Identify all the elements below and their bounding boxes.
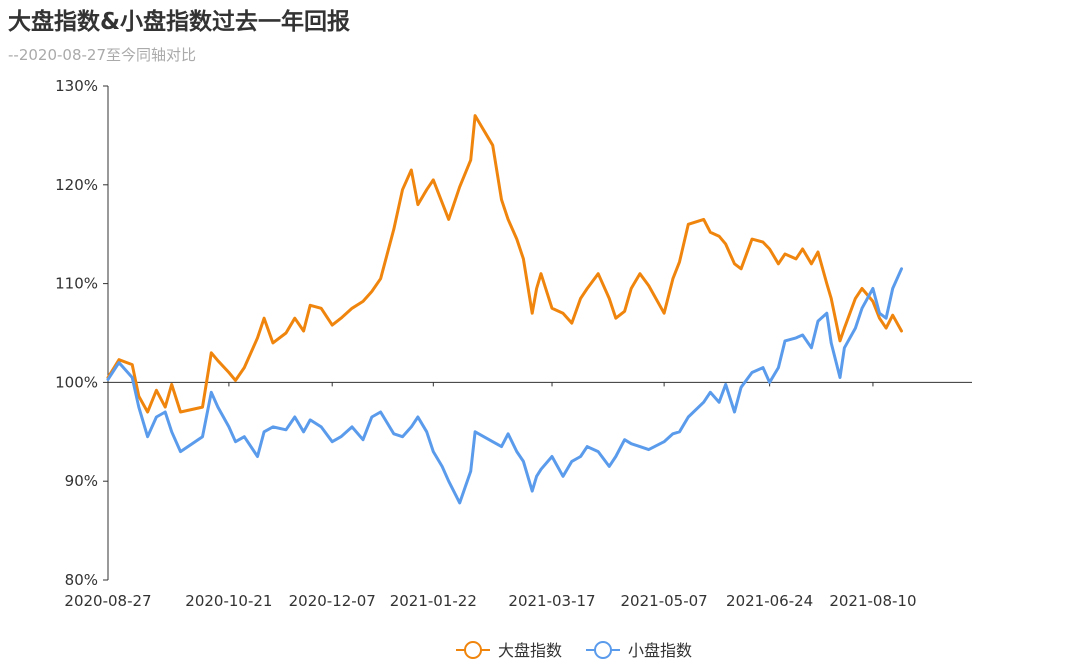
series-line-2 [106,267,903,505]
y-tick-label: 130% [55,77,98,95]
series-line-1 [106,114,903,414]
legend-label: 大盘指数 [498,641,562,660]
y-tick-label: 100% [55,373,98,391]
y-tick-label: 90% [65,472,98,490]
x-tick-label: 2021-06-24 [726,592,813,610]
x-tick-label: 2021-05-07 [621,592,708,610]
chart-subtitle: --2020-08-27至今同轴对比 [8,46,196,64]
x-tick-label: 2020-10-21 [185,592,272,610]
x-tick-label: 2021-08-10 [829,592,916,610]
x-tick-label: 2020-08-27 [64,592,151,610]
y-tick-label: 110% [55,275,98,293]
y-tick-label: 120% [55,176,98,194]
legend-label: 小盘指数 [628,641,692,660]
legend-marker [594,641,612,659]
x-tick-label: 2021-01-22 [390,592,477,610]
x-tick-label: 2020-12-07 [289,592,376,610]
legend-marker [464,641,482,659]
y-tick-label: 80% [65,571,98,589]
x-tick-label: 2021-03-17 [508,592,595,610]
chart-title: 大盘指数&小盘指数过去一年回报 [8,9,351,35]
